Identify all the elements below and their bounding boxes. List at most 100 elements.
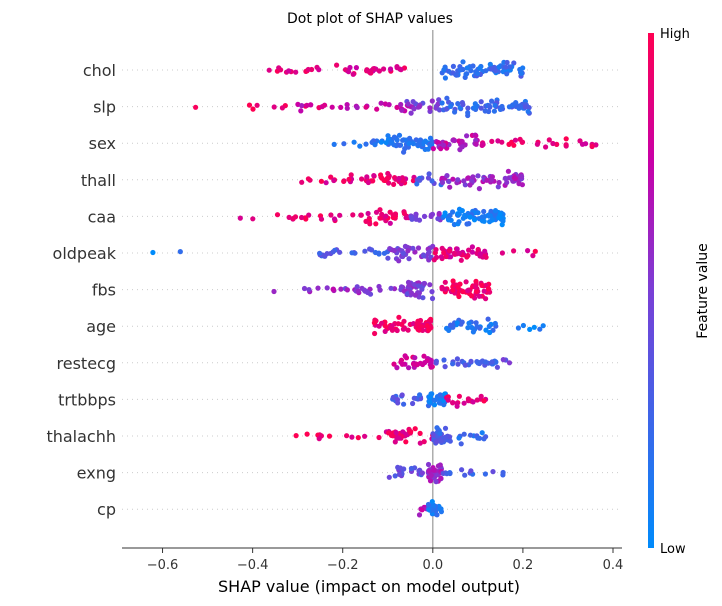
shap-dot: [512, 175, 518, 182]
shap-dot: [488, 66, 494, 72]
shap-dot: [301, 285, 308, 292]
shap-dot: [347, 64, 353, 71]
shap-dot: [492, 208, 499, 214]
shap-dot: [491, 108, 497, 114]
shap-dot: [479, 282, 485, 288]
shap-dot: [266, 67, 272, 73]
shap-dot: [456, 393, 462, 399]
shap-dot: [477, 251, 484, 257]
shap-dot: [433, 360, 439, 366]
shap-dot: [414, 320, 420, 326]
shap-dot: [299, 103, 305, 109]
shap-dot: [373, 221, 379, 227]
shap-dot: [402, 353, 408, 359]
shap-dot: [450, 63, 456, 69]
shap-dot: [365, 179, 371, 186]
shap-dot: [369, 247, 375, 253]
shap-dot: [436, 212, 442, 218]
shap-dot: [331, 141, 337, 147]
shap-dot: [434, 439, 440, 445]
shap-dot: [382, 323, 388, 329]
shap-dot: [550, 140, 556, 147]
shap-dot: [363, 104, 369, 110]
shap-dot: [579, 141, 586, 147]
shap-dot: [463, 279, 469, 285]
shap-dot: [451, 137, 458, 144]
shap-dot: [344, 105, 350, 111]
feature-label-fbs: fbs: [92, 281, 116, 300]
shap-dot: [419, 507, 425, 513]
shap-dot: [406, 365, 412, 371]
shap-dot: [465, 175, 471, 181]
shap-dot: [446, 248, 453, 254]
shap-dot: [334, 62, 340, 68]
shap-dot: [338, 104, 344, 110]
shap-dot: [344, 433, 350, 439]
shap-dot: [394, 64, 400, 70]
shap-dot: [326, 433, 333, 439]
shap-dot: [430, 146, 436, 152]
shap-dot: [460, 59, 466, 65]
shap-dot: [426, 249, 432, 255]
shap-dot: [396, 175, 402, 182]
shap-dot: [486, 213, 492, 219]
shap-dot: [436, 107, 443, 113]
shap-dot: [457, 147, 463, 153]
shap-dot: [483, 434, 489, 440]
shap-dot: [475, 246, 481, 253]
x-tick-label: −0.4: [237, 558, 269, 573]
shap-dot: [399, 361, 405, 367]
colorbar: [648, 33, 654, 548]
shap-dot: [481, 288, 487, 294]
shap-dot: [348, 172, 354, 178]
shap-dot: [426, 503, 432, 509]
shap-dot: [388, 285, 394, 291]
shap-dot: [386, 430, 392, 436]
shap-dot: [365, 289, 371, 296]
shap-dot: [408, 290, 414, 296]
shap-dot: [386, 102, 392, 108]
shap-dot: [546, 137, 552, 143]
shap-dot: [403, 439, 409, 445]
shap-dot: [450, 361, 456, 367]
shap-dot: [391, 181, 397, 187]
shap-dot: [381, 250, 387, 256]
shap-dot: [394, 137, 400, 143]
shap-dot: [519, 173, 525, 180]
shap-dot: [540, 323, 546, 329]
shap-dot: [507, 64, 513, 70]
shap-dot: [510, 248, 517, 254]
shap-dot: [495, 184, 501, 190]
shap-dot: [499, 250, 505, 256]
shap-dot: [450, 287, 456, 293]
shap-dot: [484, 177, 490, 183]
shap-dot: [456, 435, 462, 441]
feature-label-cp: cp: [97, 500, 116, 519]
shap-dot: [341, 178, 347, 184]
shap-dot: [364, 67, 370, 73]
shap-dot: [387, 325, 393, 331]
shap-dot: [434, 425, 440, 431]
shap-dot: [330, 286, 336, 293]
shap-dot: [430, 243, 436, 249]
shap-dot: [492, 320, 498, 327]
shap-dot: [410, 400, 416, 407]
shap-dot: [387, 220, 393, 226]
shap-dot: [363, 141, 369, 147]
shap-dot: [427, 135, 434, 141]
shap-dot: [489, 138, 495, 144]
shap-dot: [450, 176, 456, 182]
shap-dot: [470, 63, 476, 69]
shap-dot: [379, 320, 385, 326]
shap-dot: [455, 284, 461, 290]
shap-dot: [450, 400, 456, 406]
shap-dot: [589, 143, 595, 150]
shap-dot: [442, 425, 449, 431]
shap-dot: [317, 250, 323, 256]
shap-dot: [415, 245, 422, 251]
shap-dot: [402, 243, 408, 249]
shap-dot: [525, 109, 531, 115]
shap-dot: [479, 430, 485, 436]
shap-dot: [563, 136, 569, 142]
shap-dot: [439, 245, 445, 251]
